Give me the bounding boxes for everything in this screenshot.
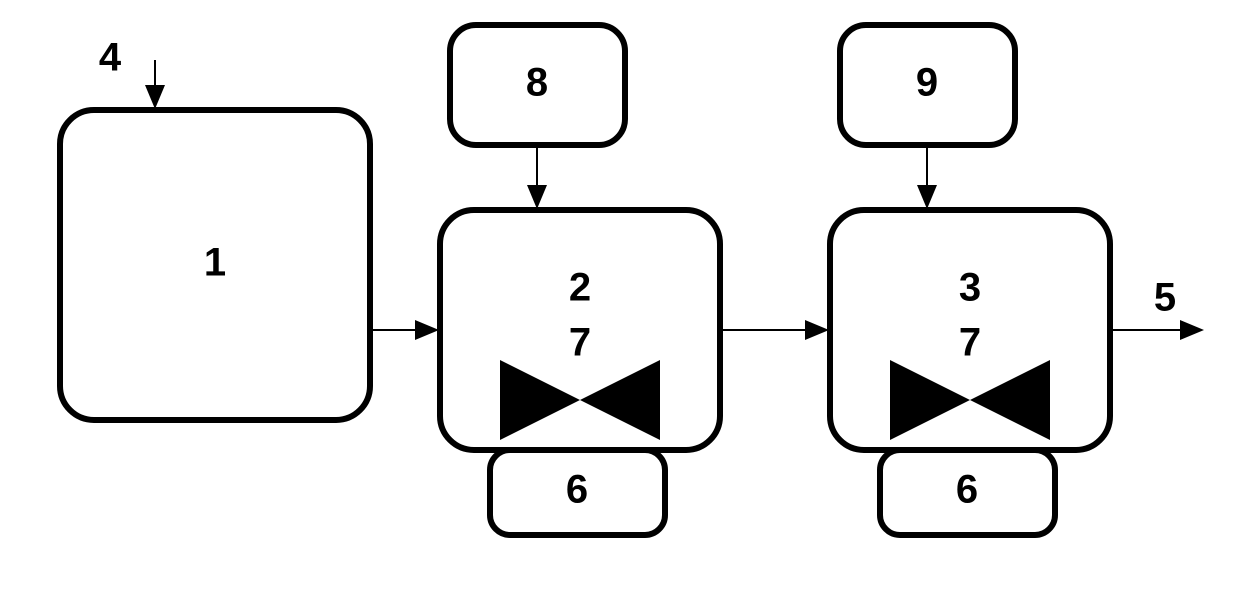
node-label-box9: 9: [916, 61, 938, 105]
arrow-label-a5: 5: [1154, 276, 1176, 320]
node-label-box2: 2: [569, 266, 591, 310]
valve-label-valve_a: 7: [569, 321, 591, 365]
node-label-box6a: 6: [566, 468, 588, 512]
arrow-label-a4: 4: [99, 36, 122, 80]
valve-label-valve_b: 7: [959, 321, 981, 365]
node-label-box6b: 6: [956, 468, 978, 512]
node-label-box8: 8: [526, 61, 548, 105]
process-flow-diagram: 1 2 3 8 9 6 6 7 7 4 5: [0, 0, 1239, 592]
node-label-box3: 3: [959, 266, 981, 310]
node-label-box1: 1: [204, 241, 226, 285]
